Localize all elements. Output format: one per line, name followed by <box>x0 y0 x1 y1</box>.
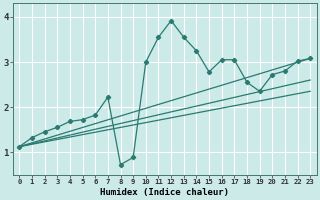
X-axis label: Humidex (Indice chaleur): Humidex (Indice chaleur) <box>100 188 229 197</box>
